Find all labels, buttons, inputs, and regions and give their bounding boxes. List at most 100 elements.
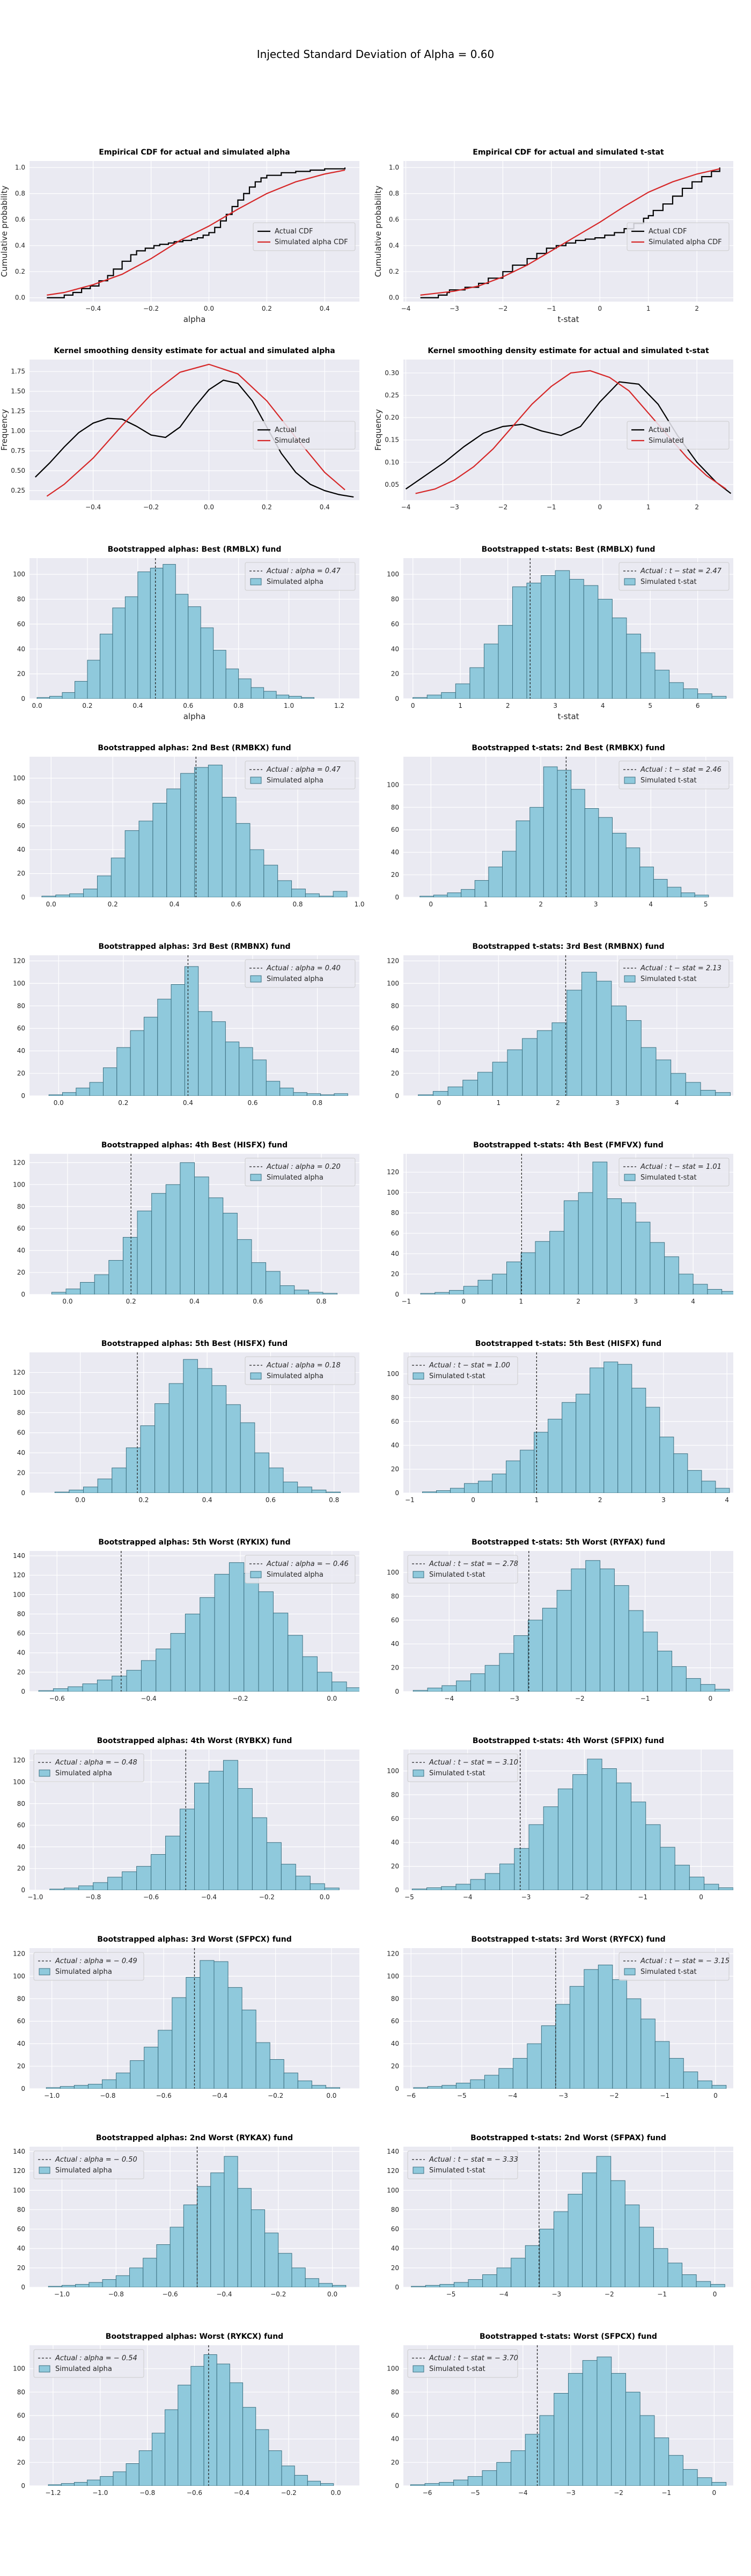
histogram-bar [69, 1489, 84, 1493]
y-tick-label: 40 [17, 1047, 25, 1055]
legend-label: Simulated alpha [267, 1571, 323, 1579]
histogram-bar [424, 2483, 440, 2486]
histogram-bar [470, 1673, 485, 1692]
legend-label: Simulated t-stat [429, 1372, 485, 1380]
histogram-bar [694, 895, 709, 897]
histogram-bar [669, 682, 684, 699]
histogram-bar [450, 1488, 465, 1493]
x-tick-label: −1.2 [45, 2489, 61, 2497]
y-tick-label: 0 [21, 1092, 25, 1100]
chart-title: Empirical CDF for actual and simulated t… [473, 148, 664, 157]
histogram-bar [616, 1782, 632, 1890]
histogram-bar [225, 1041, 240, 1096]
legend-box [245, 1356, 356, 1385]
histogram-bar [718, 1887, 733, 1890]
y-tick-label: 0.0 [15, 294, 25, 302]
histogram-bar [571, 1568, 586, 1692]
histogram-bar [75, 2284, 90, 2287]
x-axis-label: alpha [183, 712, 206, 721]
legend-label: Actual : t − stat = − 2.78 [429, 1560, 518, 1568]
x-tick-label: −4 [499, 2290, 509, 2298]
legend: Actual : t − stat = − 3.70 Simulated t-st… [407, 2349, 518, 2378]
legend-label: Simulated [649, 437, 684, 445]
legend-box [407, 2150, 518, 2179]
histogram-bar [645, 1824, 661, 1890]
histogram-bar [557, 1788, 573, 1890]
y-tick-label: 0 [395, 1489, 399, 1497]
y-tick-label: 40 [17, 1247, 25, 1254]
histogram-bar [659, 1437, 674, 1493]
histogram-bar [534, 1432, 549, 1493]
x-tick-label: −6 [406, 2092, 416, 2099]
legend-label: Simulated alpha [55, 2167, 112, 2175]
histogram-bar [499, 1863, 515, 1890]
histogram-bar [461, 889, 475, 897]
y-tick-label: 40 [391, 2040, 399, 2047]
y-tick-label: 80 [391, 2388, 399, 2396]
legend-box [33, 1952, 144, 1981]
y-tick-label: 80 [391, 596, 399, 603]
histogram-bar [660, 1847, 675, 1890]
histogram-bar [528, 1620, 543, 1692]
histogram-bar [305, 893, 320, 897]
y-tick-label: 60 [391, 826, 399, 833]
x-tick-label: 0.2 [108, 901, 118, 908]
x-tick-label: −1.0 [92, 2489, 108, 2497]
legend-patch-swatch [413, 1372, 424, 1380]
y-tick-label: 100 [13, 570, 25, 578]
histogram-bar [625, 2391, 640, 2486]
y-tick-label: 80 [391, 1592, 399, 1600]
histogram-bar [249, 849, 264, 897]
y-tick-label: 1.0 [15, 164, 25, 171]
x-tick-label: −1 [657, 2290, 667, 2298]
histogram-bar [325, 2087, 341, 2089]
histogram-bar [453, 2282, 469, 2287]
y-tick-label: 120 [13, 1571, 25, 1579]
histogram-bar [569, 579, 584, 699]
y-tick-label: 0.4 [389, 242, 399, 250]
histogram-bar [469, 667, 484, 699]
histogram-bar [462, 1080, 478, 1096]
x-tick-label: 0 [712, 2489, 717, 2497]
y-tick-label: 60 [391, 1815, 399, 1823]
x-axis-label: alpha [183, 314, 206, 324]
y-tick-label: 60 [17, 1821, 25, 1829]
legend-label: Simulated alpha CDF [275, 238, 348, 246]
chart-panel-0: 0.0 0.2 0.4 0.6 0.8 1.0 −0.4 −0.2 0.0 0.2 0.4 Empir… [0, 148, 359, 324]
histogram-bar [645, 1407, 660, 1493]
histogram-bar [516, 820, 531, 897]
x-tick-label: −0.2 [143, 305, 159, 312]
histogram-bar [453, 2479, 468, 2486]
legend-label: Actual : t − stat = − 3.10 [429, 1759, 518, 1767]
x-tick-label: 3 [594, 901, 598, 908]
histogram-bar [53, 1688, 69, 1692]
histogram-bar [87, 2479, 101, 2486]
y-tick-label: 80 [391, 1002, 399, 1009]
histogram-bar [283, 2073, 298, 2089]
histogram-bar [507, 1049, 523, 1096]
histogram-bar [667, 887, 682, 897]
x-tick-label: 0.6 [231, 901, 241, 908]
histogram-bar [543, 1806, 558, 1890]
histogram-bar [51, 1292, 67, 1294]
legend-label: Actual CDF [275, 228, 313, 236]
histogram-bar [283, 1481, 298, 1493]
plot-marks [411, 2147, 725, 2287]
legend-label: Actual : alpha = − 0.48 [55, 1759, 137, 1767]
y-tick-label: 0 [21, 1489, 25, 1497]
histogram-bar [639, 866, 654, 897]
y-tick-label: 40 [17, 2245, 25, 2252]
plot-marks [411, 1750, 733, 1890]
histogram-bar [124, 596, 138, 699]
x-tick-label: −4 [401, 503, 411, 511]
x-tick-label: −2 [498, 305, 508, 312]
histogram-bar [425, 2285, 440, 2287]
histogram-bar [154, 1403, 170, 1493]
y-tick-label: 0 [21, 894, 25, 901]
chart-panel-14: 0 20 40 60 80 100 120 140 −0.6 −0.4 −0.2 0.0 Bootstr… [13, 1538, 359, 1702]
histogram-bar [492, 1062, 508, 1096]
histogram-bar [301, 697, 314, 699]
y-tick-label: 60 [17, 1225, 25, 1232]
legend: Actual : alpha = − 0.54 Simulated alpha [33, 2349, 144, 2378]
x-tick-label: 0 [709, 1695, 713, 1702]
